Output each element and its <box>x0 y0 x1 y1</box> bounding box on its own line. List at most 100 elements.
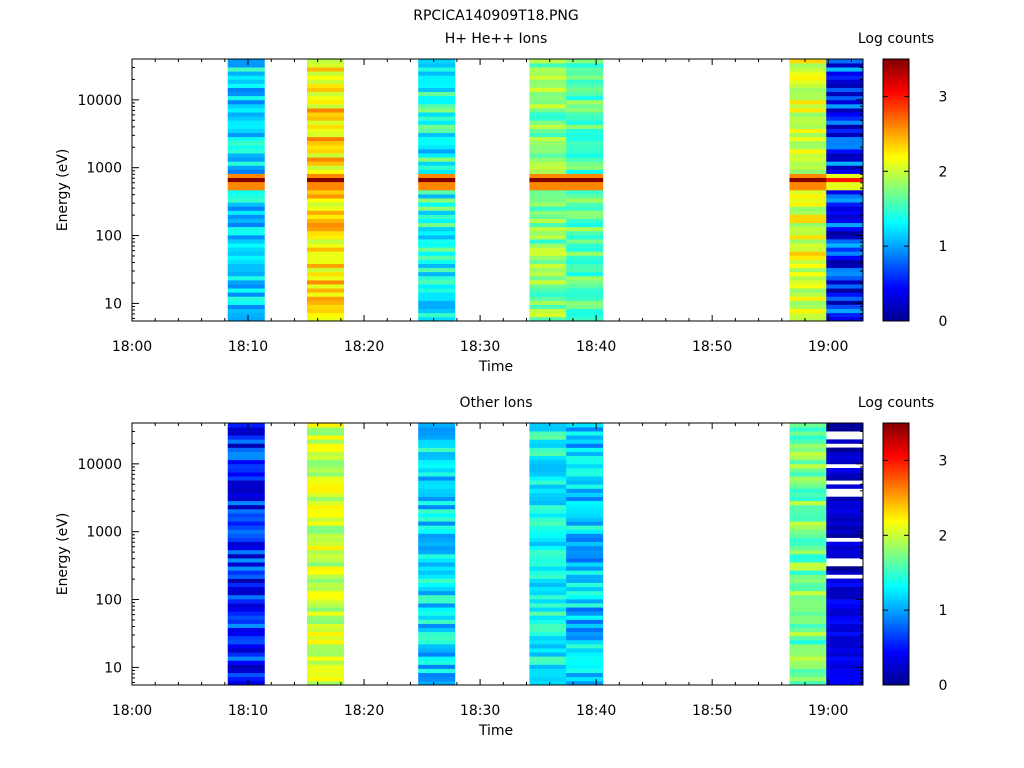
heatmap-cell <box>789 431 827 436</box>
heatmap-cell <box>566 128 604 133</box>
heatmap-cell <box>418 635 456 641</box>
heatmap-cell <box>789 181 827 187</box>
heatmap-cell <box>307 144 345 150</box>
heatmap-cell <box>418 312 456 318</box>
heatmap-cell <box>566 611 604 616</box>
heatmap-cell <box>307 586 345 592</box>
heatmap-cell <box>227 296 265 301</box>
heatmap-cell <box>826 476 864 481</box>
heatmap-cell <box>826 210 864 215</box>
heatmap-cell <box>566 304 604 310</box>
heatmap-cell <box>529 173 567 179</box>
heatmap-cell <box>826 112 864 117</box>
panel-other-ions: Other Ions Log counts 18:00 18:10 18:20 18:… <box>55 395 947 739</box>
heatmap-cell <box>566 664 604 669</box>
heatmap-cell <box>826 255 864 260</box>
heatmap-cell <box>227 635 265 641</box>
heatmap-cell <box>529 508 567 514</box>
colorbar-label: Log counts <box>858 395 934 411</box>
heatmap-cell <box>529 99 567 105</box>
heatmap-cell <box>227 67 265 72</box>
heatmap-cell <box>529 504 567 510</box>
heatmap-cell <box>826 455 864 461</box>
heatmap-cell <box>227 214 265 219</box>
heatmap-cell <box>418 623 456 628</box>
heatmap-cell <box>227 537 265 543</box>
heatmap-cell <box>789 594 827 600</box>
heatmap-cell <box>789 447 827 452</box>
heatmap-cell <box>566 521 604 526</box>
heatmap-cell <box>566 226 604 232</box>
heatmap-cell <box>307 169 345 174</box>
heatmap-cell <box>529 476 567 481</box>
heatmap-cell <box>307 635 345 641</box>
heatmap-cell <box>418 214 456 219</box>
heatmap-cell <box>566 75 604 80</box>
heatmap-cell <box>529 300 567 305</box>
heatmap-cell <box>307 190 345 195</box>
heatmap-cell <box>227 578 265 583</box>
heatmap-cell <box>227 492 265 497</box>
heatmap-cell <box>789 161 827 166</box>
heatmap-cell <box>529 500 567 506</box>
heatmap-cell <box>418 190 456 195</box>
y-tick-label: 10 <box>104 660 122 676</box>
heatmap-cell <box>789 586 827 592</box>
heatmap-cell <box>307 99 345 105</box>
heatmap-cell <box>789 79 827 84</box>
heatmap-cell <box>566 660 604 665</box>
heatmap-cell <box>566 296 604 301</box>
heatmap-cell <box>529 639 567 645</box>
heatmap-cell <box>529 149 567 154</box>
heatmap-cell <box>418 83 456 88</box>
heatmap-cell <box>529 153 567 158</box>
heatmap-cell <box>418 202 456 207</box>
heatmap-cell <box>418 275 456 281</box>
heatmap-cell <box>418 177 456 183</box>
heatmap-cell <box>529 463 567 469</box>
heatmap-cell <box>418 120 456 125</box>
heatmap-cell <box>227 664 265 669</box>
heatmap-cell <box>307 676 345 682</box>
heatmap-cell <box>227 590 265 596</box>
heatmap-cell <box>529 235 567 240</box>
heatmap-cell <box>418 136 456 142</box>
heatmap-cell <box>789 590 827 596</box>
heatmap-cell <box>566 443 604 448</box>
heatmap-cell <box>418 271 456 277</box>
heatmap-cell <box>418 308 456 314</box>
heatmap-cell <box>789 476 827 481</box>
heatmap-cell <box>529 247 567 252</box>
heatmap-cell <box>529 578 567 583</box>
heatmap-cell <box>418 263 456 269</box>
heatmap-cell <box>227 271 265 277</box>
heatmap-cell <box>789 635 827 641</box>
heatmap-cell <box>307 508 345 514</box>
heatmap-cell <box>307 79 345 84</box>
heatmap-cell <box>529 648 567 653</box>
heatmap-cell <box>307 504 345 510</box>
panel-h-he-ions: H+ He++ Ions Log counts 18:00 18:10 18:20 1… <box>55 31 947 375</box>
heatmap-cell <box>566 496 604 502</box>
heatmap-cell <box>789 472 827 477</box>
heatmap-cell <box>826 124 864 129</box>
heatmap-cell <box>418 603 456 608</box>
heatmap-cell <box>566 504 604 510</box>
heatmap-cell <box>307 492 345 497</box>
heatmap-cell <box>418 67 456 72</box>
heatmap-cell <box>789 443 827 448</box>
heatmap-cell <box>307 153 345 158</box>
heatmap-cell <box>566 639 604 645</box>
heatmap-cell <box>227 541 265 547</box>
heatmap-cell <box>418 87 456 93</box>
heatmap-cell <box>418 570 456 575</box>
heatmap-cell <box>529 104 567 109</box>
heatmap-cell <box>826 676 864 682</box>
heatmap-cell <box>307 87 345 93</box>
x-axis-label: Time <box>478 359 513 375</box>
heatmap-cell <box>227 222 265 228</box>
heatmap-cell <box>227 570 265 575</box>
heatmap-cell <box>307 165 345 170</box>
heatmap-cell <box>529 124 567 129</box>
heatmap-cell <box>566 71 604 76</box>
